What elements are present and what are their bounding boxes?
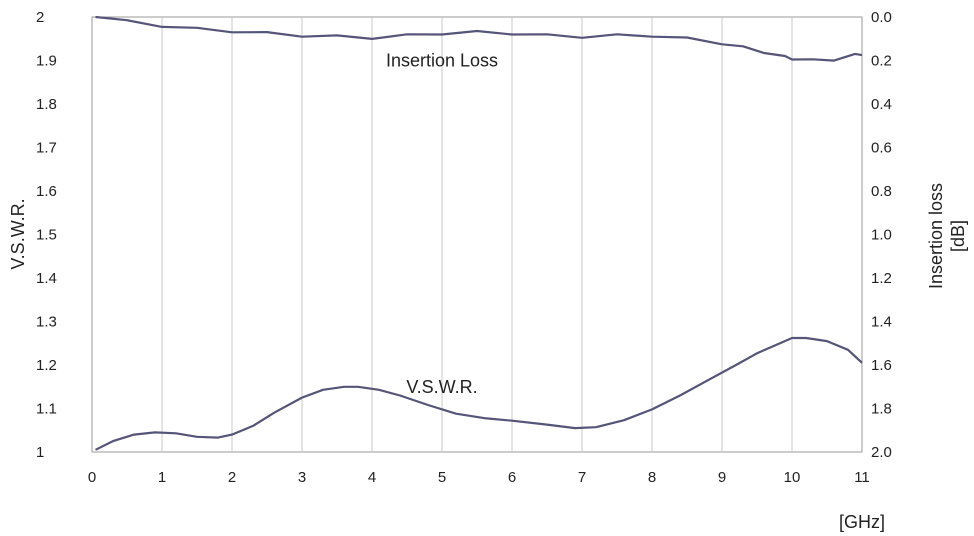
annotations: Insertion Loss V.S.W.R. bbox=[386, 51, 498, 397]
series-line-insertion-loss bbox=[95, 15, 863, 62]
x-axis-title: [GHz] bbox=[839, 512, 885, 532]
y-tick-label: 1.3 bbox=[36, 314, 57, 331]
y2-tick-label: 2.0 bbox=[871, 444, 892, 461]
x-tick-label: 4 bbox=[368, 469, 376, 486]
y2-tick-label: 0.6 bbox=[871, 140, 892, 157]
series-line-v-s-w-r bbox=[95, 336, 863, 451]
x-tick-label: 1 bbox=[158, 469, 166, 486]
series-group bbox=[95, 15, 863, 451]
y-axis-title: V.S.W.R. bbox=[8, 198, 28, 269]
annotation-label: Insertion Loss bbox=[386, 51, 498, 71]
y2-tick-label: 0.2 bbox=[871, 53, 892, 70]
x-tick-labels: 0 1 2 3 4 5 6 7 8 9 10 11 bbox=[88, 469, 870, 486]
y-tick-label: 1.4 bbox=[36, 270, 57, 287]
y2-tick-label: 0.4 bbox=[871, 96, 892, 113]
y-tick-labels: 1 1.1 1.2 1.3 1.4 1.5 1.6 1.7 1.8 1.9 2 bbox=[36, 9, 57, 461]
y2-tick-label: 1.8 bbox=[871, 401, 892, 418]
x-tick-label: 10 bbox=[784, 469, 801, 486]
y2-tick-label: 0.0 bbox=[871, 9, 892, 26]
y2-tick-label: 1.6 bbox=[871, 357, 892, 374]
y-tick-label: 1.8 bbox=[36, 96, 57, 113]
y-tick-label: 1.2 bbox=[36, 357, 57, 374]
y2-tick-label: 0.8 bbox=[871, 183, 892, 200]
x-tick-label: 11 bbox=[854, 469, 870, 486]
y-tick-label: 2 bbox=[36, 9, 44, 26]
y2-tick-label: 1.2 bbox=[871, 270, 892, 287]
y2-tick-label: 1.0 bbox=[871, 227, 892, 244]
x-tick-label: 3 bbox=[298, 469, 306, 486]
annotation-label: V.S.W.R. bbox=[406, 377, 477, 397]
y-tick-label: 1.7 bbox=[36, 140, 57, 157]
y-tick-label: 1.6 bbox=[36, 183, 57, 200]
y2-tick-labels: 2.0 1.8 1.6 1.4 1.2 1.0 0.8 0.6 0.4 0.2 0.0 bbox=[871, 9, 892, 461]
x-tick-label: 6 bbox=[508, 469, 516, 486]
y2-axis-title-line1: Insertion loss bbox=[926, 183, 946, 289]
y2-axis-title-line2: [dB] bbox=[948, 220, 968, 252]
x-tick-label: 8 bbox=[648, 469, 656, 486]
plot-area bbox=[91, 16, 863, 453]
y-tick-label: 1.9 bbox=[36, 53, 57, 70]
x-tick-label: 2 bbox=[228, 469, 236, 486]
y-tick-label: 1.1 bbox=[36, 401, 57, 418]
grid-lines bbox=[161, 17, 793, 452]
x-tick-label: 5 bbox=[438, 469, 446, 486]
y-tick-label: 1 bbox=[36, 444, 44, 461]
y-tick-label: 1.5 bbox=[36, 227, 57, 244]
x-tick-label: 0 bbox=[88, 469, 96, 486]
y2-tick-label: 1.4 bbox=[871, 314, 892, 331]
x-tick-label: 7 bbox=[578, 469, 586, 486]
x-tick-label: 9 bbox=[718, 469, 726, 486]
